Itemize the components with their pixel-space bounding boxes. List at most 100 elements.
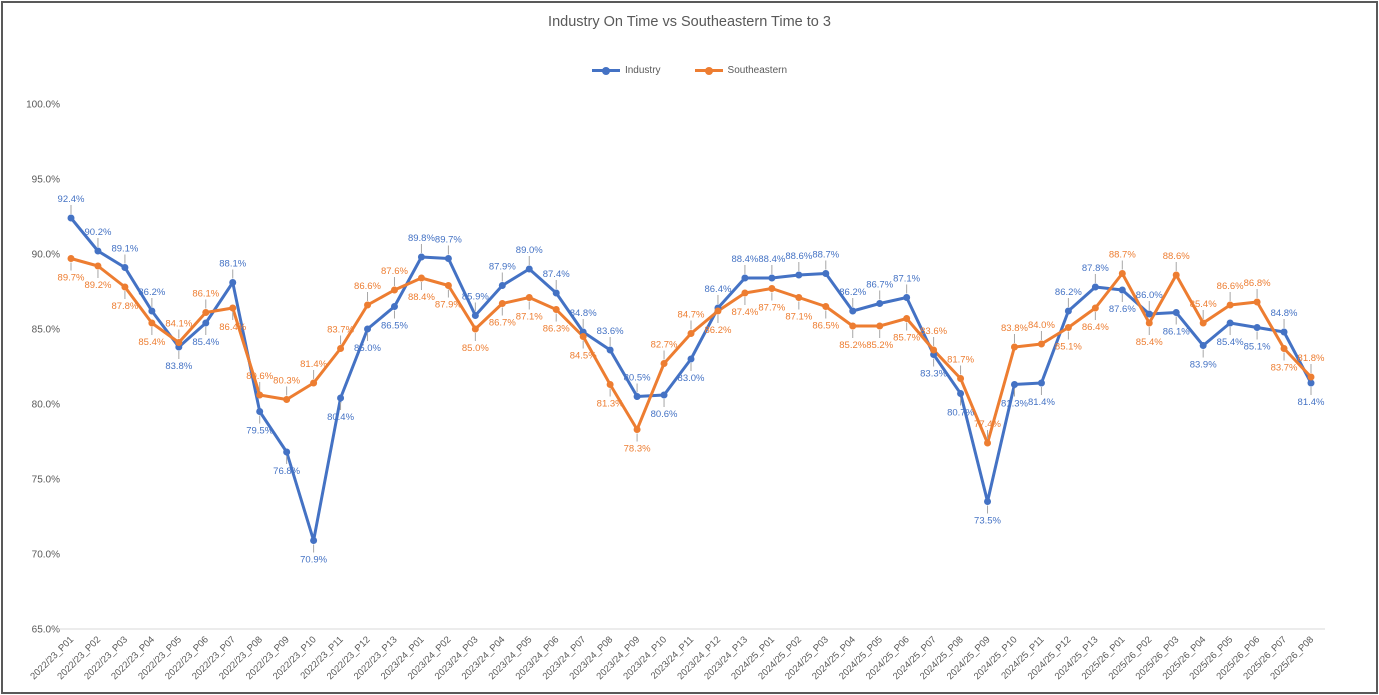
data-label-industry: 90.2% xyxy=(84,227,111,238)
data-label-southeastern: 87.7% xyxy=(758,303,785,314)
data-point-southeastern xyxy=(876,322,884,330)
data-point-southeastern xyxy=(930,346,938,354)
data-point-southeastern xyxy=(471,325,479,333)
data-label-southeastern: 81.3% xyxy=(597,399,624,410)
data-label-southeastern: 80.6% xyxy=(246,371,273,382)
y-tick-label: 95.0% xyxy=(32,175,60,186)
data-label-industry: 83.9% xyxy=(1190,360,1217,371)
data-label-southeastern: 86.6% xyxy=(354,281,381,292)
data-point-industry xyxy=(1280,328,1288,336)
data-point-southeastern xyxy=(310,379,318,387)
data-label-southeastern: 84.0% xyxy=(1028,320,1055,331)
data-label-industry: 85.4% xyxy=(1217,337,1244,348)
data-point-southeastern xyxy=(660,360,668,367)
data-point-southeastern xyxy=(229,304,237,312)
data-label-southeastern: 88.6% xyxy=(1163,251,1190,262)
data-point-southeastern xyxy=(903,315,911,322)
data-label-industry: 79.5% xyxy=(246,426,273,437)
data-label-industry: 83.3% xyxy=(920,369,947,380)
data-point-southeastern xyxy=(714,307,722,315)
data-label-industry: 86.7% xyxy=(866,280,893,291)
data-label-industry: 85.0% xyxy=(354,343,381,354)
data-point-industry xyxy=(741,274,749,282)
data-point-southeastern xyxy=(175,339,183,346)
data-label-southeastern: 87.9% xyxy=(435,300,462,311)
data-point-industry xyxy=(1253,324,1261,331)
data-label-industry: 76.8% xyxy=(273,466,300,477)
data-label-industry: 88.6% xyxy=(785,251,812,262)
data-label-industry: 81.4% xyxy=(1028,397,1055,408)
data-point-southeastern xyxy=(1064,324,1072,331)
data-point-southeastern xyxy=(1091,304,1099,312)
data-label-southeastern: 86.3% xyxy=(543,324,570,335)
y-tick-label: 80.0% xyxy=(32,400,60,411)
data-label-southeastern: 85.4% xyxy=(1136,337,1163,348)
data-label-industry: 85.1% xyxy=(1244,342,1271,353)
data-point-southeastern xyxy=(1145,319,1153,327)
data-label-industry: 86.1% xyxy=(1163,327,1190,338)
data-label-industry: 89.7% xyxy=(435,235,462,246)
data-label-industry: 87.1% xyxy=(893,274,920,285)
data-point-southeastern xyxy=(390,286,398,294)
data-point-southeastern xyxy=(364,301,372,309)
data-label-industry: 83.8% xyxy=(165,361,192,372)
data-point-southeastern xyxy=(687,330,695,337)
data-label-industry: 92.4% xyxy=(58,194,85,205)
data-label-southeastern: 83.6% xyxy=(920,326,947,337)
data-label-industry: 81.3% xyxy=(1001,399,1028,410)
data-point-industry xyxy=(229,279,237,286)
data-point-southeastern xyxy=(67,255,75,262)
data-label-industry: 83.6% xyxy=(597,326,624,337)
legend-item-industry: Industry xyxy=(591,65,661,76)
y-tick-label: 90.0% xyxy=(32,250,60,261)
data-label-southeastern: 86.5% xyxy=(812,321,839,332)
data-label-southeastern: 85.2% xyxy=(839,340,866,351)
legend-swatch-southeastern xyxy=(694,66,723,75)
data-point-industry xyxy=(903,294,911,301)
data-label-industry: 70.9% xyxy=(300,555,327,566)
data-point-industry xyxy=(337,394,345,402)
data-label-southeastern: 85.1% xyxy=(1055,342,1082,353)
data-label-southeastern: 86.6% xyxy=(1217,281,1244,292)
data-point-industry xyxy=(444,255,452,262)
data-point-industry xyxy=(148,307,156,315)
series-line-southeastern xyxy=(70,257,1313,445)
data-label-southeastern: 86.4% xyxy=(1082,322,1109,333)
data-point-industry xyxy=(1145,310,1153,318)
data-point-industry xyxy=(202,319,210,327)
data-label-southeastern: 83.7% xyxy=(327,325,354,336)
data-point-industry xyxy=(822,270,830,277)
data-point-industry xyxy=(768,274,776,282)
data-point-southeastern xyxy=(94,262,102,270)
data-point-southeastern xyxy=(498,300,506,307)
data-point-industry xyxy=(256,408,264,415)
data-point-southeastern xyxy=(822,303,830,310)
data-label-industry: 83.0% xyxy=(678,373,705,384)
data-label-industry: 86.0% xyxy=(1136,290,1163,301)
data-label-southeastern: 88.7% xyxy=(1109,250,1136,261)
data-point-southeastern xyxy=(417,274,425,282)
y-tick-label: 75.0% xyxy=(32,475,60,486)
data-label-southeastern: 89.7% xyxy=(58,273,85,284)
data-point-southeastern xyxy=(741,289,749,297)
data-label-southeastern: 84.1% xyxy=(165,319,192,330)
data-point-southeastern xyxy=(1253,298,1261,306)
data-point-industry xyxy=(1199,342,1207,349)
data-point-industry xyxy=(417,253,425,261)
data-point-southeastern xyxy=(256,391,264,399)
data-point-southeastern xyxy=(1199,319,1207,327)
legend-swatch-industry xyxy=(591,66,620,75)
data-label-southeastern: 81.4% xyxy=(300,359,327,370)
data-label-industry: 88.7% xyxy=(812,250,839,261)
data-label-industry: 85.9% xyxy=(462,292,489,303)
y-tick-label: 65.0% xyxy=(32,625,60,636)
data-label-southeastern: 86.1% xyxy=(192,289,219,300)
data-label-industry: 85.4% xyxy=(192,337,219,348)
data-point-industry xyxy=(364,325,372,333)
data-point-southeastern xyxy=(849,322,857,330)
data-point-southeastern xyxy=(337,345,345,352)
data-label-southeastern: 83.8% xyxy=(1001,323,1028,334)
data-label-southeastern: 85.4% xyxy=(138,337,165,348)
data-label-industry: 87.4% xyxy=(543,269,570,280)
data-label-southeastern: 86.2% xyxy=(704,325,731,336)
